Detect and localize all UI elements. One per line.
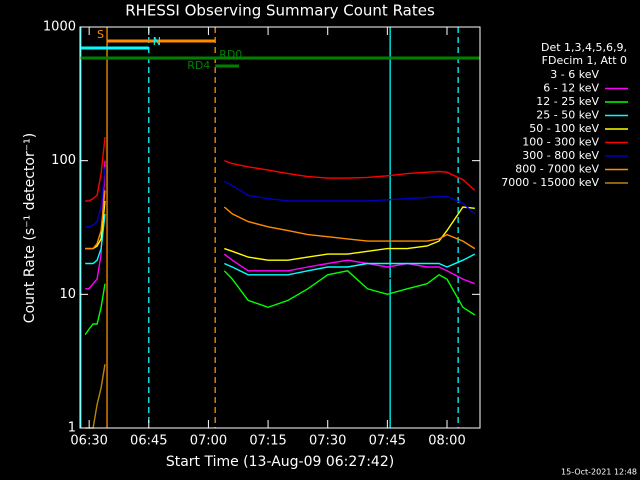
flag-label: RD0 — [219, 48, 242, 61]
chart-title: RHESSI Observing Summary Count Rates — [125, 2, 435, 20]
y-tick-label: 1000 — [43, 20, 76, 35]
y-axis-label: Count Rate (s⁻¹ detector⁻¹) — [22, 133, 38, 323]
plot-frame — [79, 26, 481, 429]
flag-label: N — [153, 35, 161, 48]
legend-header: FDecim 1, Att 0 — [542, 54, 627, 67]
legend-label: 12 - 25 keV — [536, 95, 599, 108]
x-tick-label: 06:45 — [130, 434, 167, 449]
legend-label: 800 - 7000 keV — [515, 163, 599, 176]
x-axis-label: Start Time (13-Aug-09 06:27:42) — [166, 454, 394, 470]
x-tick-label: 07:00 — [190, 434, 227, 449]
series-line — [85, 166, 476, 228]
series-line — [84, 270, 476, 336]
legend-label: 3 - 6 keV — [550, 68, 599, 81]
x-tick-label: 06:30 — [70, 434, 107, 449]
legend-label: 6 - 12 keV — [543, 82, 599, 95]
legend-label: 50 - 100 keV — [529, 122, 599, 135]
y-tick-label: 10 — [59, 287, 76, 302]
legend-label: 300 - 800 keV — [522, 149, 599, 162]
x-tick-label: 07:15 — [249, 434, 286, 449]
series-line — [85, 190, 476, 250]
x-tick-label: 07:30 — [309, 434, 346, 449]
legend-label: 25 - 50 keV — [536, 109, 599, 122]
y-tick-label: 100 — [51, 153, 76, 168]
series-line — [84, 262, 476, 325]
legend-label: 7000 - 15000 keV — [501, 176, 599, 189]
footer: 15-Oct-2021 12:48 — [561, 468, 637, 477]
series-line — [85, 213, 476, 276]
series-line — [85, 137, 476, 202]
flag-label: RD4 — [187, 59, 210, 72]
legend-header: Det 1,3,4,5,6,9, — [541, 41, 627, 54]
legend-label: 100 - 300 keV — [522, 136, 599, 149]
y-tick-label: 1 — [68, 421, 76, 436]
x-tick-label: 07:45 — [369, 434, 406, 449]
flag-label: S — [97, 28, 104, 41]
x-tick-label: 08:00 — [428, 434, 465, 449]
